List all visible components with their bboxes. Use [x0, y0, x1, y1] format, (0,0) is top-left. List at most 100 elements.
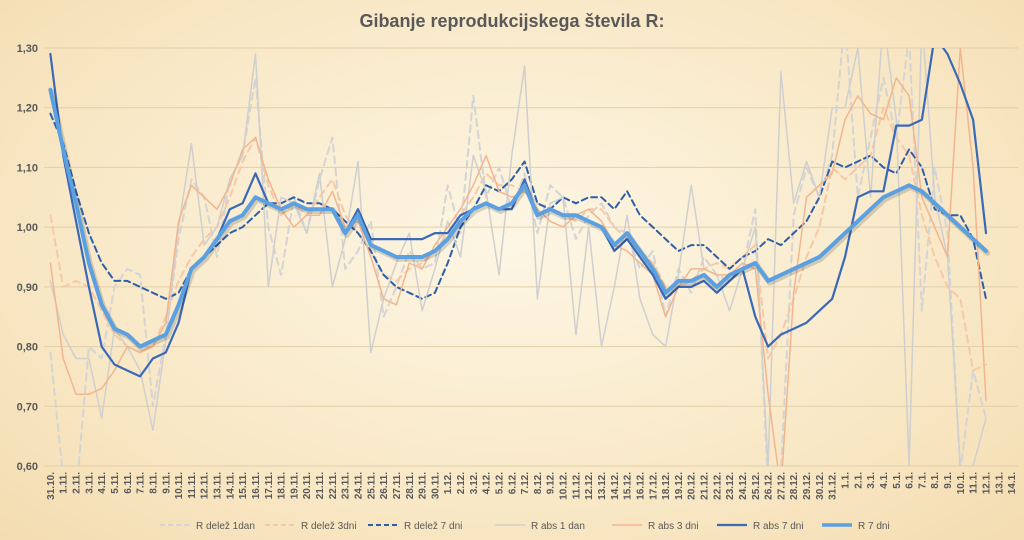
legend-label: R 7 dni [858, 521, 890, 532]
y-tick-label: 1,30 [17, 43, 38, 55]
x-tick-label: 4.11. [97, 472, 108, 494]
x-tick-label: 21.12. [700, 472, 711, 500]
x-tick-label: 20.11. [302, 472, 313, 499]
x-tick-label: 11.12. [571, 472, 582, 499]
legend-label: R delež 1dan [196, 521, 255, 532]
x-tick-label: 10.11. [174, 472, 185, 499]
legend: R delež 1dan R delež 3dni R delež 7 dni R a… [160, 521, 890, 532]
x-tick-label: 13.1. [994, 472, 1005, 494]
y-tick-label: 0,70 [17, 401, 38, 413]
x-tick-label: 3.11. [84, 472, 95, 494]
y-axis: 0,60 0,70 0,80 0,90 1,00 1,10 1,20 1,30 [17, 43, 38, 473]
x-tick-label: 1.11. [59, 472, 70, 494]
x-tick-label: 9.11. [161, 472, 172, 494]
y-tick-label: 1,20 [17, 103, 38, 115]
x-tick-label: 12.11. [200, 472, 211, 499]
plot-area [48, 48, 991, 466]
x-tick-label: 9.1. [943, 472, 954, 489]
x-tick-label: 2.1. [853, 472, 864, 489]
legend-item: R delež 1dan [160, 521, 255, 532]
series-shadow [49, 89, 991, 352]
x-tick-label: 28.12. [789, 472, 800, 500]
x-tick-label: 24.11. [353, 472, 364, 499]
x-tick-label: 15.11. [238, 472, 249, 499]
x-tick-label: 5.12. [494, 472, 505, 494]
x-tick-label: 4.12. [482, 472, 493, 494]
x-tick-label: 14.12. [610, 472, 621, 500]
x-tick-label: 29.11. [418, 472, 429, 499]
x-tick-label: 1.1. [840, 472, 851, 489]
x-tick-label: 8.1. [930, 472, 941, 489]
x-axis: 31.10. 1.11. 2.11. 3.11. 4.11. 5.11. 6.11. 7.11… [46, 472, 1018, 500]
x-tick-label: 7.11. [136, 472, 147, 494]
x-tick-label: 29.12. [802, 472, 813, 500]
legend-item: R abs 1 dan [495, 521, 585, 532]
x-tick-label: 12.1. [981, 472, 992, 494]
x-tick-label: 7.12. [520, 472, 531, 494]
series-line-3 [49, 112, 987, 300]
legend-label: R delež 3dni [301, 521, 357, 532]
x-tick-label: 31.10. [46, 472, 57, 500]
series-line-2 [49, 106, 987, 372]
x-tick-label: 14.1. [1007, 472, 1018, 494]
y-tick-label: 1,00 [17, 222, 38, 234]
x-tick-label: 1.12. [443, 472, 454, 494]
x-tick-label: 13.11. [213, 472, 224, 499]
x-tick-label: 26.11. [379, 472, 390, 499]
x-tick-label: 8.12. [533, 472, 544, 494]
x-tick-label: 24.12. [738, 472, 749, 500]
x-tick-label: 6.11. [123, 472, 134, 494]
x-tick-label: 17.12. [648, 472, 659, 500]
x-tick-label: 2.11. [72, 472, 83, 494]
x-tick-label: 18.11. [277, 472, 288, 499]
x-tick-label: 30.11. [430, 472, 441, 499]
x-tick-label: 11.11. [187, 472, 198, 499]
x-tick-label: 20.12. [687, 472, 698, 500]
x-tick-label: 8.11. [148, 472, 159, 494]
legend-label: R abs 3 dni [648, 521, 699, 532]
legend-item: R delež 7 dni [368, 521, 462, 532]
x-tick-label: 11.1. [969, 472, 980, 494]
x-tick-label: 25.12. [751, 472, 762, 500]
x-tick-label: 26.12. [764, 472, 775, 500]
x-tick-label: 5.1. [892, 472, 903, 489]
legend-item: R abs 7 dni [717, 521, 804, 532]
legend-label: R abs 1 dan [531, 521, 585, 532]
x-tick-label: 23.12. [725, 472, 736, 500]
x-tick-label: 2.12. [456, 472, 467, 494]
x-tick-label: 31.12. [828, 472, 839, 500]
legend-item: R delež 3dni [265, 521, 357, 532]
x-tick-label: 27.12. [776, 472, 787, 500]
y-tick-label: 0,60 [17, 461, 38, 473]
x-tick-label: 18.12. [661, 472, 672, 500]
x-tick-label: 17.11. [264, 472, 275, 499]
x-tick-label: 12.12. [584, 472, 595, 500]
x-tick-label: 15.12. [623, 472, 634, 500]
x-tick-label: 10.1. [956, 472, 967, 494]
y-tick-label: 0,80 [17, 342, 38, 354]
x-tick-label: 22.12. [712, 472, 723, 500]
x-tick-label: 16.12. [635, 472, 646, 500]
y-tick-label: 1,10 [17, 162, 38, 174]
y-tick-label: 0,90 [17, 282, 38, 294]
x-tick-label: 6.1. [905, 472, 916, 489]
x-tick-label: 23.11. [341, 472, 352, 499]
x-tick-label: 5.11. [110, 472, 121, 494]
series-line-6 [49, 48, 988, 378]
x-tick-label: 6.12. [507, 472, 518, 494]
x-tick-label: 14.11. [225, 472, 236, 499]
x-tick-label: 21.11. [315, 472, 326, 499]
gridlines [44, 47, 1018, 467]
x-tick-label: 3.1. [866, 472, 877, 489]
x-tick-label: 3.12. [469, 472, 480, 494]
x-tick-label: 22.11. [328, 472, 339, 499]
legend-item: R 7 dni [822, 521, 890, 532]
series-line-4 [49, 48, 987, 466]
x-tick-label: 27.11. [392, 472, 403, 499]
x-tick-label: 25.11. [366, 472, 377, 499]
legend-item: R abs 3 dni [612, 521, 699, 532]
x-tick-label: 28.11. [405, 472, 416, 499]
x-tick-label: 7.1. [917, 472, 928, 489]
chart-title: Gibanje reprodukcijskega števila R: [359, 11, 664, 31]
x-tick-label: 16.11. [251, 472, 262, 499]
